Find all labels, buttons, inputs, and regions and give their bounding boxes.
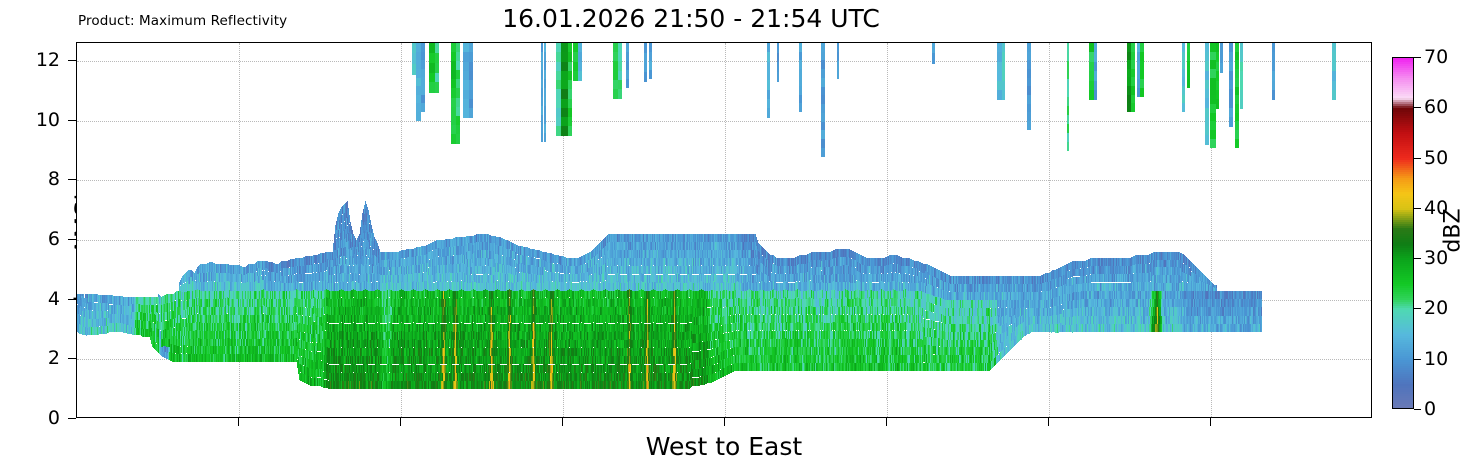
y-tick-mark <box>68 418 76 419</box>
high-altitude-echo <box>456 43 460 417</box>
x-tick-mark <box>400 418 401 426</box>
y-tick-mark <box>68 299 76 300</box>
colorbar-tick-label: 40 <box>1424 197 1448 219</box>
colorbar-tick-mark <box>1414 57 1421 58</box>
high-altitude-echo <box>1140 43 1144 417</box>
y-tick-mark <box>68 60 76 61</box>
x-axis-label: West to East <box>76 432 1372 461</box>
x-tick-mark <box>562 418 563 426</box>
high-altitude-echo <box>1094 43 1097 417</box>
colorbar-tick-label: 50 <box>1424 147 1448 169</box>
high-altitude-echo <box>578 43 582 417</box>
colorbar-tick-label: 0 <box>1424 398 1436 420</box>
high-altitude-echo <box>435 43 439 417</box>
high-altitude-echo <box>1235 43 1239 417</box>
x-tick-mark <box>724 418 725 426</box>
high-altitude-echo <box>1229 43 1233 417</box>
colorbar-tick-mark <box>1414 258 1421 259</box>
high-altitude-echo <box>1332 43 1336 417</box>
high-altitude-echo <box>644 43 647 417</box>
x-tick-mark <box>1210 418 1211 426</box>
y-tick-label: 6 <box>0 228 60 250</box>
high-altitude-echo <box>421 43 425 417</box>
y-tick-label: 2 <box>0 347 60 369</box>
high-altitude-echo <box>649 43 652 417</box>
high-altitude-echo <box>837 43 839 417</box>
colorbar <box>1392 57 1414 409</box>
x-tick-mark <box>1048 418 1049 426</box>
x-tick-mark <box>886 418 887 426</box>
colorbar-tick-label: 10 <box>1424 348 1448 370</box>
high-altitude-echo <box>568 43 572 417</box>
colorbar-tick-mark <box>1414 359 1421 360</box>
high-altitude-echo <box>1182 43 1185 417</box>
y-tick-label: 4 <box>0 288 60 310</box>
high-altitude-echo <box>777 43 779 417</box>
y-tick-label: 10 <box>0 109 60 131</box>
reflectivity-data <box>77 43 1371 417</box>
y-tick-label: 0 <box>0 407 60 429</box>
colorbar-tick-label: 70 <box>1424 46 1448 68</box>
high-altitude-echo <box>541 43 543 417</box>
colorbar-tick-mark <box>1414 158 1421 159</box>
colorbar-tick-mark <box>1414 308 1421 309</box>
high-altitude-echo <box>1240 43 1243 417</box>
y-tick-label: 12 <box>0 49 60 71</box>
high-altitude-echo <box>618 43 622 417</box>
colorbar-tick-label: 30 <box>1424 247 1448 269</box>
high-altitude-echo <box>1027 43 1031 417</box>
colorbar-label: dBZ <box>1441 171 1466 291</box>
high-altitude-echo <box>469 43 473 417</box>
reflectivity-column <box>1261 43 1262 417</box>
high-altitude-echo <box>799 43 802 417</box>
y-tick-mark <box>68 179 76 180</box>
high-altitude-echo <box>544 43 546 417</box>
colorbar-tick-label: 60 <box>1424 96 1448 118</box>
high-altitude-echo <box>1131 43 1135 417</box>
high-altitude-echo <box>1187 43 1190 417</box>
x-tick-mark <box>238 418 239 426</box>
high-altitude-echo <box>1067 43 1069 417</box>
high-altitude-echo <box>1220 43 1223 417</box>
high-altitude-echo <box>821 43 825 417</box>
y-tick-mark <box>68 120 76 121</box>
high-altitude-echo <box>626 43 629 417</box>
high-altitude-echo <box>561 43 568 417</box>
high-altitude-echo <box>767 43 770 417</box>
high-altitude-echo <box>1002 43 1005 417</box>
y-tick-mark <box>68 358 76 359</box>
y-tick-mark <box>68 239 76 240</box>
y-tick-label: 8 <box>0 168 60 190</box>
high-altitude-echo <box>1205 43 1209 417</box>
high-altitude-echo <box>932 43 935 417</box>
high-altitude-echo <box>1272 43 1275 417</box>
plot-area <box>76 42 1372 418</box>
colorbar-tick-mark <box>1414 107 1421 108</box>
colorbar-tick-mark <box>1414 409 1421 410</box>
colorbar-tick-label: 20 <box>1424 297 1448 319</box>
high-altitude-echo <box>1216 43 1219 417</box>
colorbar-tick-mark <box>1414 208 1421 209</box>
colorbar-band <box>1393 408 1413 409</box>
page-title: 16.01.2026 21:50 - 21:54 UTC <box>0 4 1382 33</box>
